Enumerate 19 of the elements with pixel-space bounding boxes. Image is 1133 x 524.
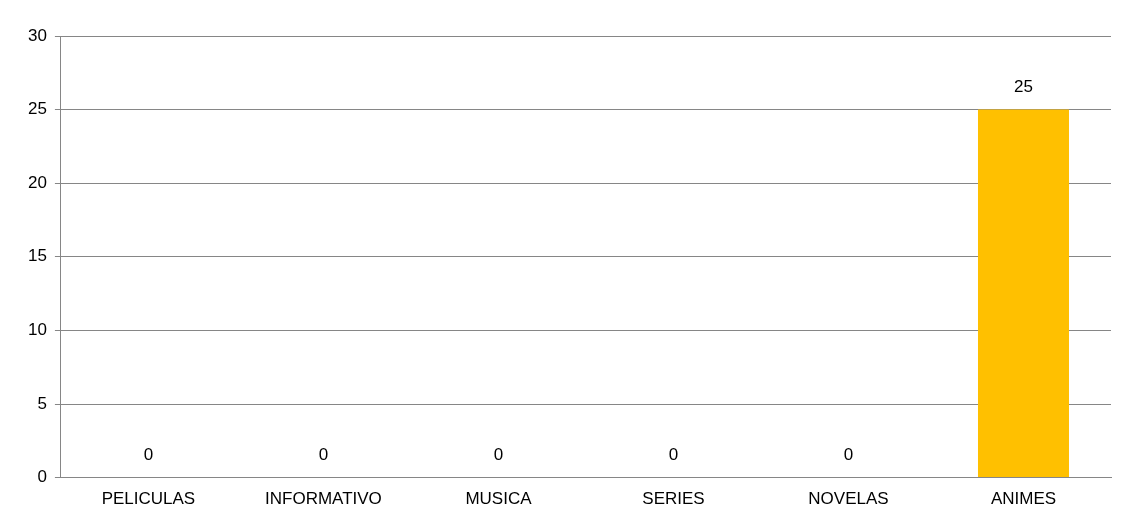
y-tick-label: 20 (27, 172, 47, 192)
y-tick-label: 30 (27, 25, 47, 45)
x-tick-label: NOVELAS (808, 489, 889, 509)
data-label: 0 (493, 444, 504, 464)
y-tick-label: 5 (37, 393, 47, 413)
y-tick-label: 25 (27, 99, 47, 119)
y-tick-label: 10 (27, 320, 47, 340)
y-tick-label: 15 (27, 246, 47, 266)
x-tick-label: MUSICA (465, 489, 533, 509)
x-tick-label: SERIES (642, 489, 705, 509)
data-label: 0 (668, 444, 679, 464)
x-tick-label: ANIMES (990, 489, 1057, 509)
data-label: 0 (318, 444, 329, 464)
data-label: 0 (143, 444, 154, 464)
x-tick-label: PELICULAS (101, 489, 196, 509)
y-tick-label: 0 (37, 467, 47, 487)
data-label: 0 (843, 444, 854, 464)
data-label: 25 (1014, 76, 1033, 96)
x-tick-label: INFORMATIVO (265, 489, 382, 509)
